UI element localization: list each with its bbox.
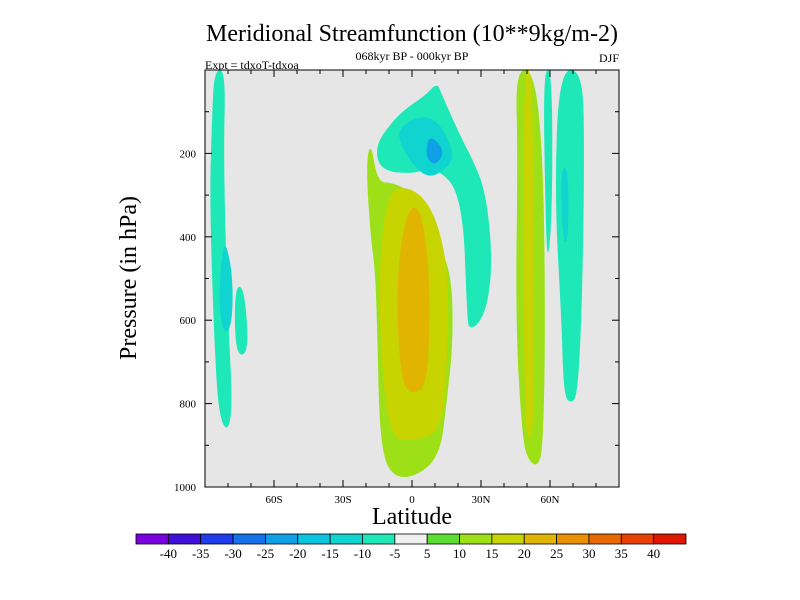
colorbar-swatch [523,533,557,545]
chart-title: Meridional Streamfunction (10**9kg/m-2) [206,21,618,47]
colorbar-swatch [556,533,590,545]
colorbar-label: 25 [550,546,563,561]
x-tick-label: 30S [334,494,351,506]
colorbar-label: 30 [582,546,595,561]
colorbar-swatch [265,533,299,545]
colorbar-label: -35 [192,546,209,561]
colorbar-swatch [426,533,460,545]
colorbar-swatch [297,533,331,545]
colorbar-swatch [135,533,169,545]
contour-southern-small-cell [234,286,248,355]
experiment-label: Expt = tdxoT-tdxoa [205,58,299,72]
x-tick-label: 60N [541,494,560,506]
contour-northern-polar-core [561,167,569,242]
colorbar-swatch [394,533,428,545]
colorbar-label: -30 [224,546,241,561]
colorbar-label: 35 [615,546,628,561]
y-axis-label: Pressure (in hPa) [116,196,142,360]
colorbar-swatch [459,533,493,545]
colorbar-swatch [329,533,363,545]
contour-northern-polar-cell [555,70,584,402]
y-tick-label: 600 [180,315,197,327]
colorbar-swatch [232,533,266,545]
y-tick-label: 800 [180,399,197,411]
contour-northern-thin-band [544,70,553,253]
colorbar-label: -10 [354,546,371,561]
contour-upper-negative-core [399,117,453,176]
colorbar-label: -5 [389,546,400,561]
chart-subtitle: 068kyr BP - 000kyr BP [356,49,469,63]
colorbar-label: 15 [485,546,498,561]
contour-tropical-cell-core [397,207,430,393]
colorbar-label: 20 [518,546,531,561]
colorbar-swatch [491,533,525,545]
contour-northern-mid-core [523,70,534,437]
colorbar-swatch [167,533,202,545]
contour-upper-negative-inner [426,138,443,164]
x-tick-label: 30N [472,494,491,506]
colorbar-label: 10 [453,546,466,561]
y-tick-label: 400 [180,232,197,244]
x-tick-label: 60S [265,494,282,506]
contour-southern-polar-cell-core [219,246,233,332]
contour-southern-polar-cell [210,70,232,428]
colorbar-label: -15 [321,546,338,561]
season-label: DJF [599,51,619,65]
colorbar-label: 5 [424,546,431,561]
colorbar-swatch [200,533,234,545]
plot-area: 60S 30S 0 30N 60N 200 400 600 800 1000 [174,69,620,506]
x-tick-label: 0 [409,494,415,506]
colorbar-label: -25 [257,546,274,561]
colorbar-swatch [653,533,687,545]
colorbar-label: -40 [160,546,177,561]
colorbar-swatch [588,533,622,545]
y-tick-label: 200 [180,148,197,160]
colorbar-label: -20 [289,546,306,561]
colorbar-swatch [620,533,655,545]
colorbar: -40 -35 -30 -25 -20 -15 -10 -5 5 10 15 20 25 30 35 40 [135,533,687,561]
x-axis-label: Latitude [372,504,452,530]
colorbar-swatch [362,533,396,545]
colorbar-label: 40 [647,546,660,561]
y-tick-label: 1000 [174,482,197,494]
